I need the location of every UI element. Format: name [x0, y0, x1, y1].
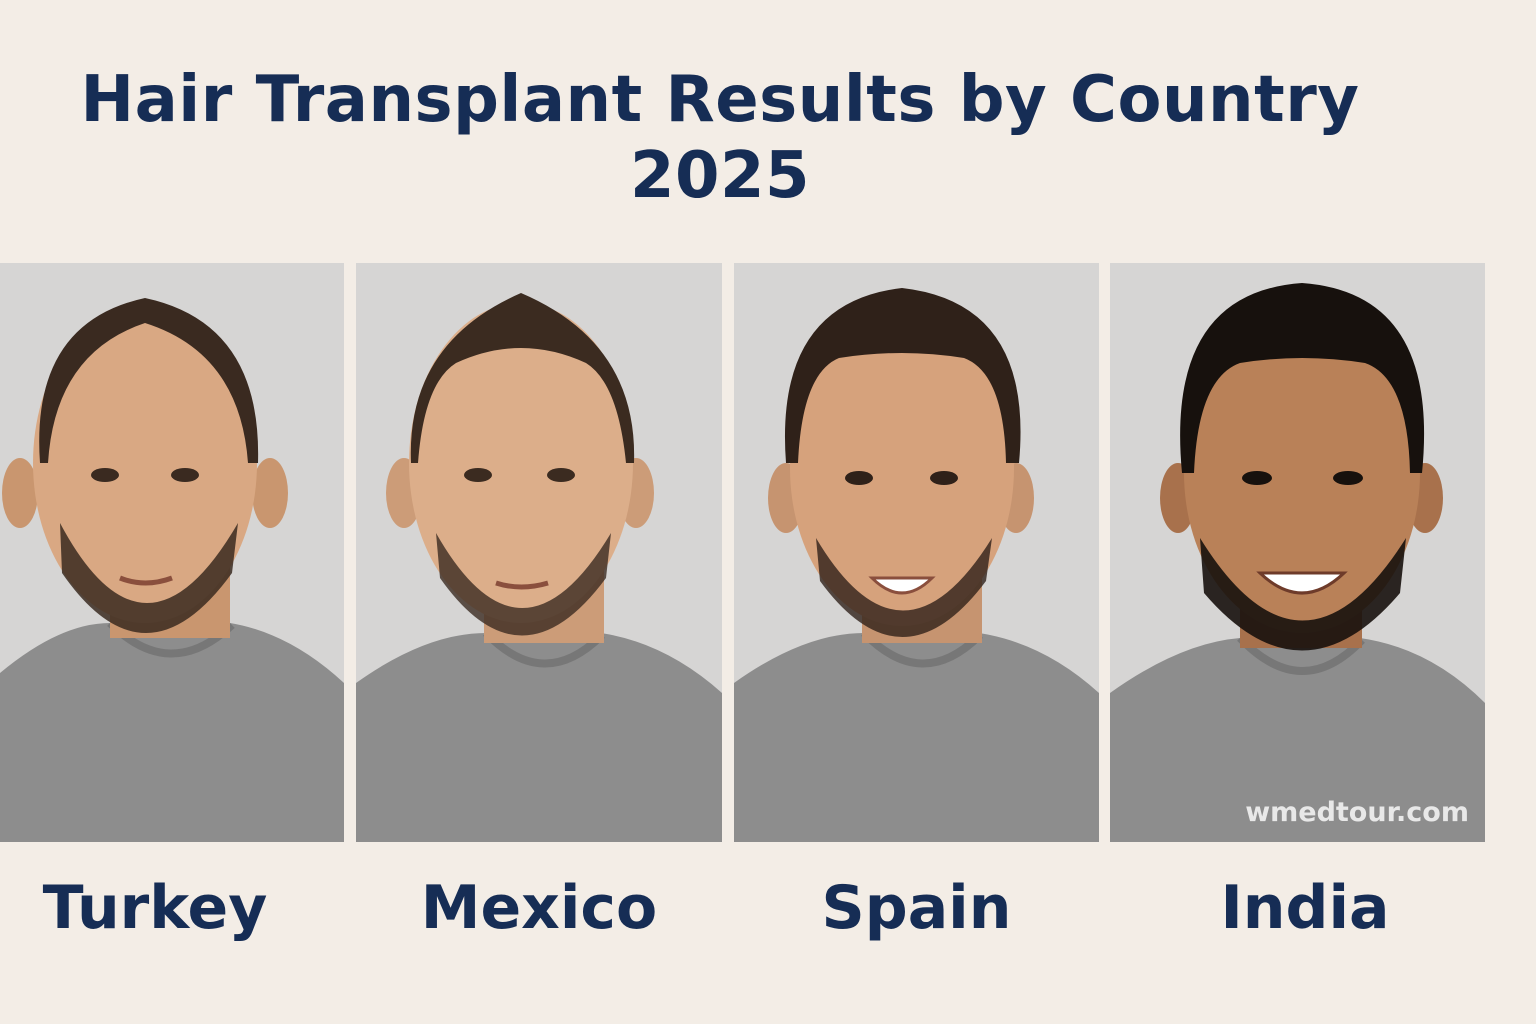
portrait-mexico [356, 263, 722, 842]
photo-panel-spain [734, 263, 1099, 842]
title-line-1: Hair Transplant Results by Country [80, 63, 1360, 137]
photo-panel-mexico [356, 263, 722, 842]
portrait-spain [734, 263, 1099, 842]
watermark: wmedtour.com [1245, 797, 1469, 828]
page-title: Hair Transplant Results by Country 2025 [0, 62, 1440, 214]
country-label-india: India [1220, 873, 1390, 943]
photo-panel-turkey [0, 263, 344, 842]
photo-panel-india: wmedtour.com [1110, 263, 1485, 842]
country-label-spain: Spain [821, 873, 1012, 943]
title-line-2: 2025 [629, 139, 811, 213]
country-label-turkey: Turkey [42, 873, 268, 943]
portrait-india [1110, 263, 1485, 842]
country-label-mexico: Mexico [420, 873, 658, 943]
portrait-turkey [0, 263, 344, 842]
